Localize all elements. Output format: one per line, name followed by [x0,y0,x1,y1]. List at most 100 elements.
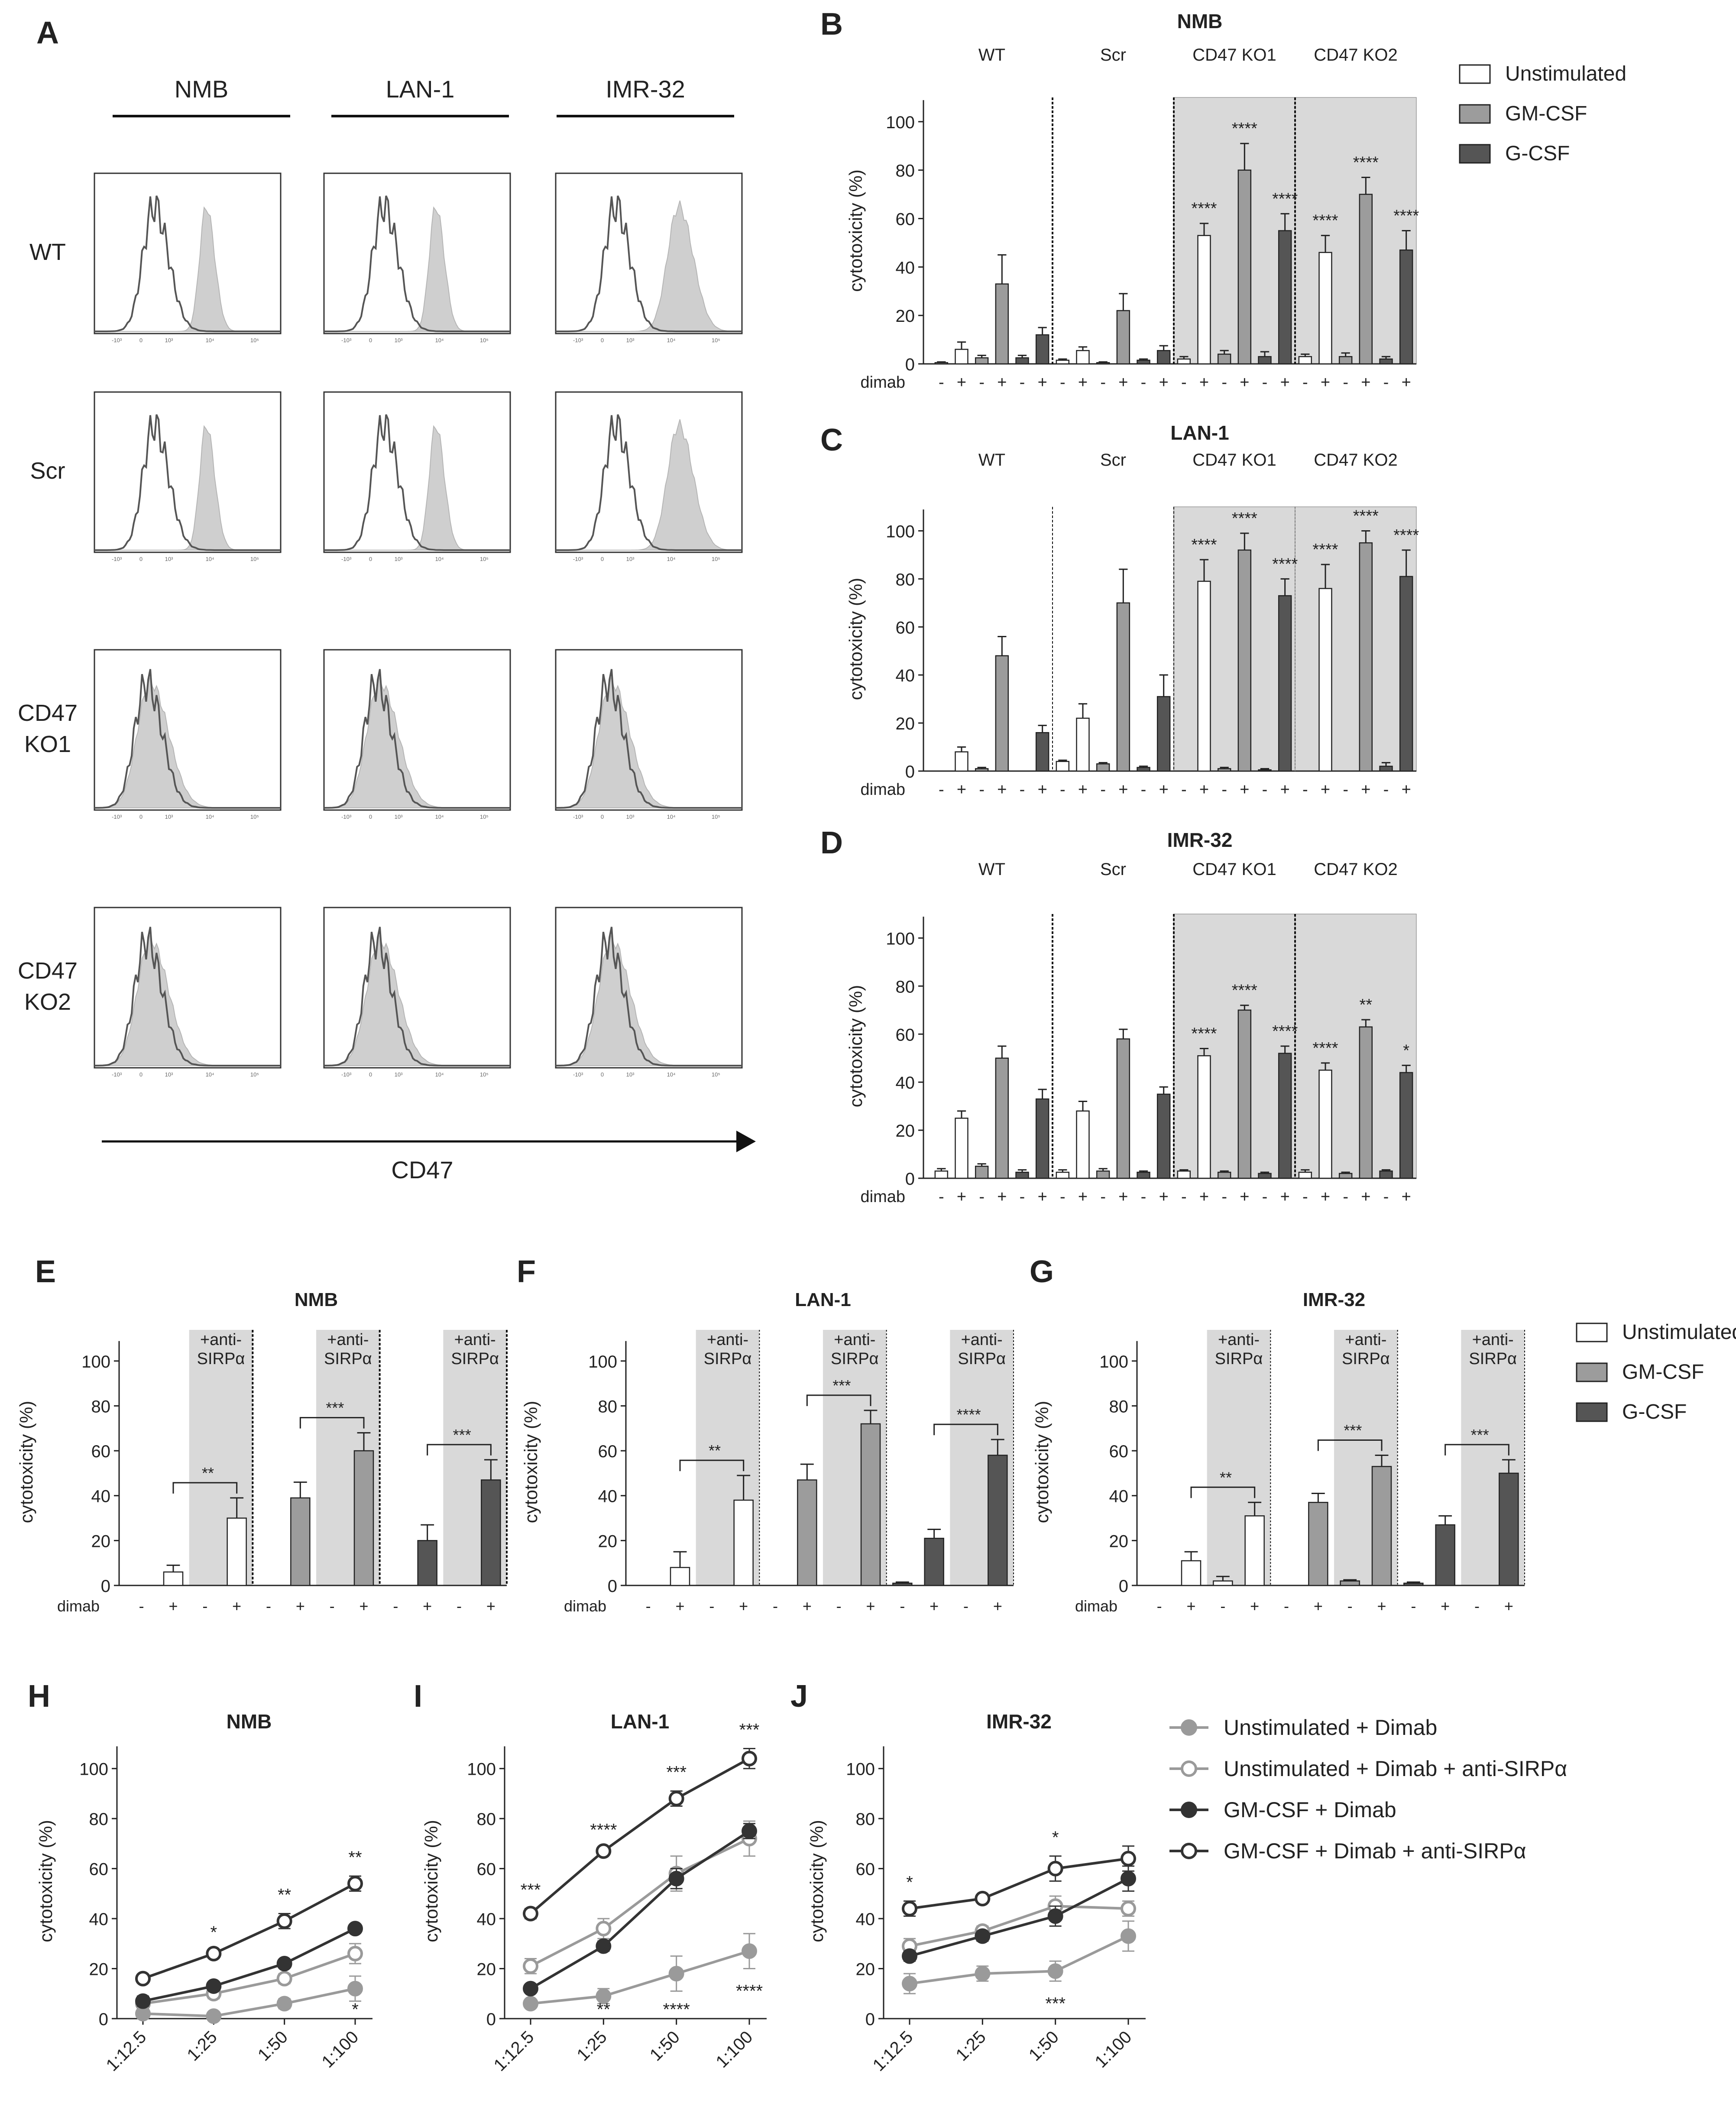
histogram-tick-label: 10³ [395,1071,403,1078]
histogram-box [555,649,743,811]
significance-stars: *** [739,1721,760,1740]
bar-gm [1217,1171,1231,1179]
shade-label: +anti- [454,1331,496,1349]
x-tick-label: 1:12.5 [103,2027,150,2075]
histogram-control-line [324,927,510,1066]
chart-title: LAN-1 [1170,421,1229,444]
significance-stars: **** [1232,509,1257,528]
dimab-sign: + [1280,1188,1290,1206]
bar-unstim [1177,358,1191,365]
significance-stars: * [352,2000,359,2019]
legend-swatch-mid [1576,1323,1608,1342]
dimab-sign: - [457,1597,462,1615]
significance-stars: ** [597,2000,610,2019]
legend-swatch-top [1459,104,1491,124]
x-tick-label: 1:25 [184,2027,221,2065]
x-row-label: dimab [1075,1597,1117,1615]
bar-Unstimulated [1213,1580,1233,1586]
histogram-filled-stained [556,200,742,332]
bar-unstim [1056,1171,1070,1179]
dimab-sign: - [1100,781,1106,799]
dimab-sign: - [1060,373,1066,392]
y-tick-label: 60 [598,1442,618,1461]
bar-gm [975,357,989,365]
y-tick-label: 0 [101,1577,110,1596]
data-point [135,1971,151,1987]
bar-GM-CSF [1308,1502,1328,1586]
y-tick-label: 0 [905,762,915,781]
y-tick-label: 100 [846,1760,875,1779]
significance-stars: **** [1272,1022,1298,1041]
bar-unstim [1318,252,1332,365]
histogram-plot: -10³ 0 10³ 10⁴ 10⁵ [323,172,511,344]
dimab-sign: - [1020,373,1025,392]
y-tick-label: 80 [598,1397,618,1416]
dimab-sign: - [1284,1597,1289,1615]
histogram-tick-label: 10⁵ [250,1071,259,1078]
shade-label: SIRPα [831,1350,879,1368]
data-point [1047,1908,1063,1924]
significance-stars: **** [957,1406,981,1423]
dimab-sign: - [1141,373,1147,392]
bar-gm [1359,542,1373,772]
dimab-sign: + [1038,1188,1047,1206]
histogram-tick-label: -10³ [573,337,583,344]
dimab-sign: + [1078,781,1088,799]
data-point [668,1966,684,1982]
data-point [1047,1861,1063,1877]
y-tick-label: 60 [896,1025,915,1044]
histogram-tick-label: -10³ [112,814,122,820]
shaded-knockout-region [1173,914,1296,1179]
panel-letter-I: I [414,1679,422,1714]
significance-bracket [1445,1444,1509,1455]
bar-unstim [1076,1110,1090,1179]
bar-g [1035,1098,1049,1179]
dimab-sign: + [1504,1597,1513,1615]
bar-unstim [1298,356,1312,365]
histogram-tick-label: 10³ [626,1071,635,1078]
y-tick-label: 60 [89,1860,109,1879]
legend-label-top: Unstimulated [1505,62,1626,85]
shaded-knockout-region [1173,97,1296,364]
dimab-sign: + [1038,373,1047,392]
shaded-knockout-region [1295,506,1417,771]
histogram-tick-label: 0 [139,556,143,562]
panelA-row-label: WT [29,239,66,265]
dimab-sign: - [1383,373,1389,392]
dimab-sign: + [993,1597,1002,1615]
bar-unstim [955,1118,968,1179]
histogram-box [555,907,743,1069]
dimab-sign: - [939,1188,944,1206]
data-point [975,1966,991,1982]
x-tick-label: 1:50 [1025,2027,1062,2065]
bar-G-CSF [417,1540,437,1586]
bar-gm [1338,1173,1353,1179]
data-point [596,1843,612,1859]
histogram-box [94,649,282,811]
histogram-box [323,907,511,1069]
histogram-tick-label: 10³ [165,556,173,562]
shade-label: SIRPα [704,1350,752,1368]
bar-gm [1217,353,1231,365]
dimab-sign: + [1250,1597,1259,1615]
group-label: Scr [1100,45,1126,65]
histogram-plot: -10³ 0 10³ 10⁴ 10⁵ [94,391,282,562]
significance-bracket [299,1417,365,1429]
bar-gm [1359,1026,1373,1179]
dimab-sign: - [1221,781,1227,799]
dimab-sign: - [979,781,985,799]
group-label: Scr [1100,860,1126,879]
dimab-sign: - [330,1597,335,1615]
chart-title: LAN-1 [611,1710,669,1733]
legend-label-top: GM-CSF [1505,102,1587,125]
dimab-sign: + [1402,373,1411,392]
y-axis-label: cytotoxicity (%) [36,1820,56,1942]
histogram-box [323,391,511,553]
group-label: CD47 KO2 [1314,451,1397,470]
y-tick-label: 0 [905,1170,915,1189]
x-tick-label: 1:25 [573,2027,611,2065]
histogram-tick-label: 10⁴ [206,1071,214,1078]
dimab-sign: - [139,1597,144,1615]
y-tick-label: 40 [896,1073,915,1092]
histogram-tick-label: 10⁴ [435,556,444,562]
